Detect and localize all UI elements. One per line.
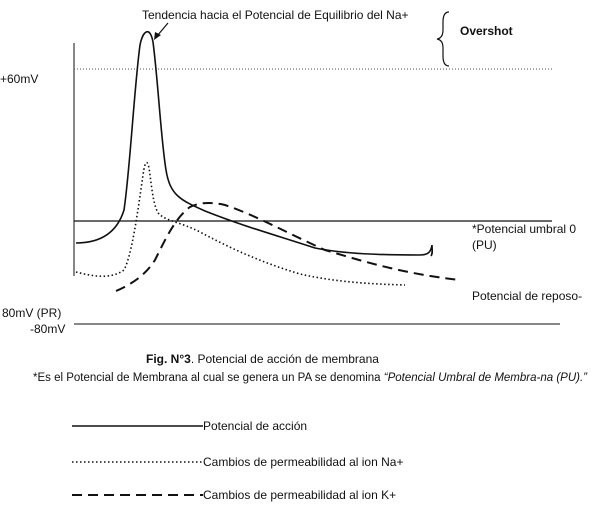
- na-equilibrium-label: Tendencia hacia el Potencial de Equilibr…: [142, 8, 409, 22]
- legend-label-action-potential: Potencial de acción: [203, 419, 308, 433]
- minus80-label: -80mV: [30, 322, 66, 336]
- note-lead: *Es el Potencial de Membrana al cual se …: [33, 372, 384, 384]
- overshot-brace: [436, 11, 450, 67]
- legend-label-k: Cambios de permeabilidad al ion K+: [203, 488, 397, 502]
- umbral-label-line2: (PU): [472, 238, 497, 252]
- figure-caption: Fig. N°3. Potencial de acción de membran…: [146, 352, 379, 366]
- pr-label: 80mV (PR): [2, 306, 62, 320]
- k-permeability-curve: [115, 201, 461, 292]
- legend-label-na: Cambios de permeabilidad al ion Na+: [203, 455, 404, 469]
- equilibrium-arrowhead: [154, 32, 161, 40]
- overshot-label: Overshot: [460, 24, 513, 38]
- action-potential-curve: [75, 31, 434, 257]
- plus60-label: +60mV: [0, 72, 39, 86]
- reposo-label: Potencial de reposo-: [472, 289, 583, 303]
- caption-prefix: Fig. N°3: [146, 352, 191, 366]
- equilibrium-arrow: [156, 22, 169, 37]
- umbral-label-line1: *Potencial umbral 0: [472, 222, 577, 236]
- definition-note: *Es el Potencial de Membrana al cual se …: [33, 370, 593, 387]
- caption-text: . Potencial de acción de membrana: [190, 352, 379, 366]
- note-term: “Potencial Umbral de Membra-na (PU).”: [383, 372, 587, 384]
